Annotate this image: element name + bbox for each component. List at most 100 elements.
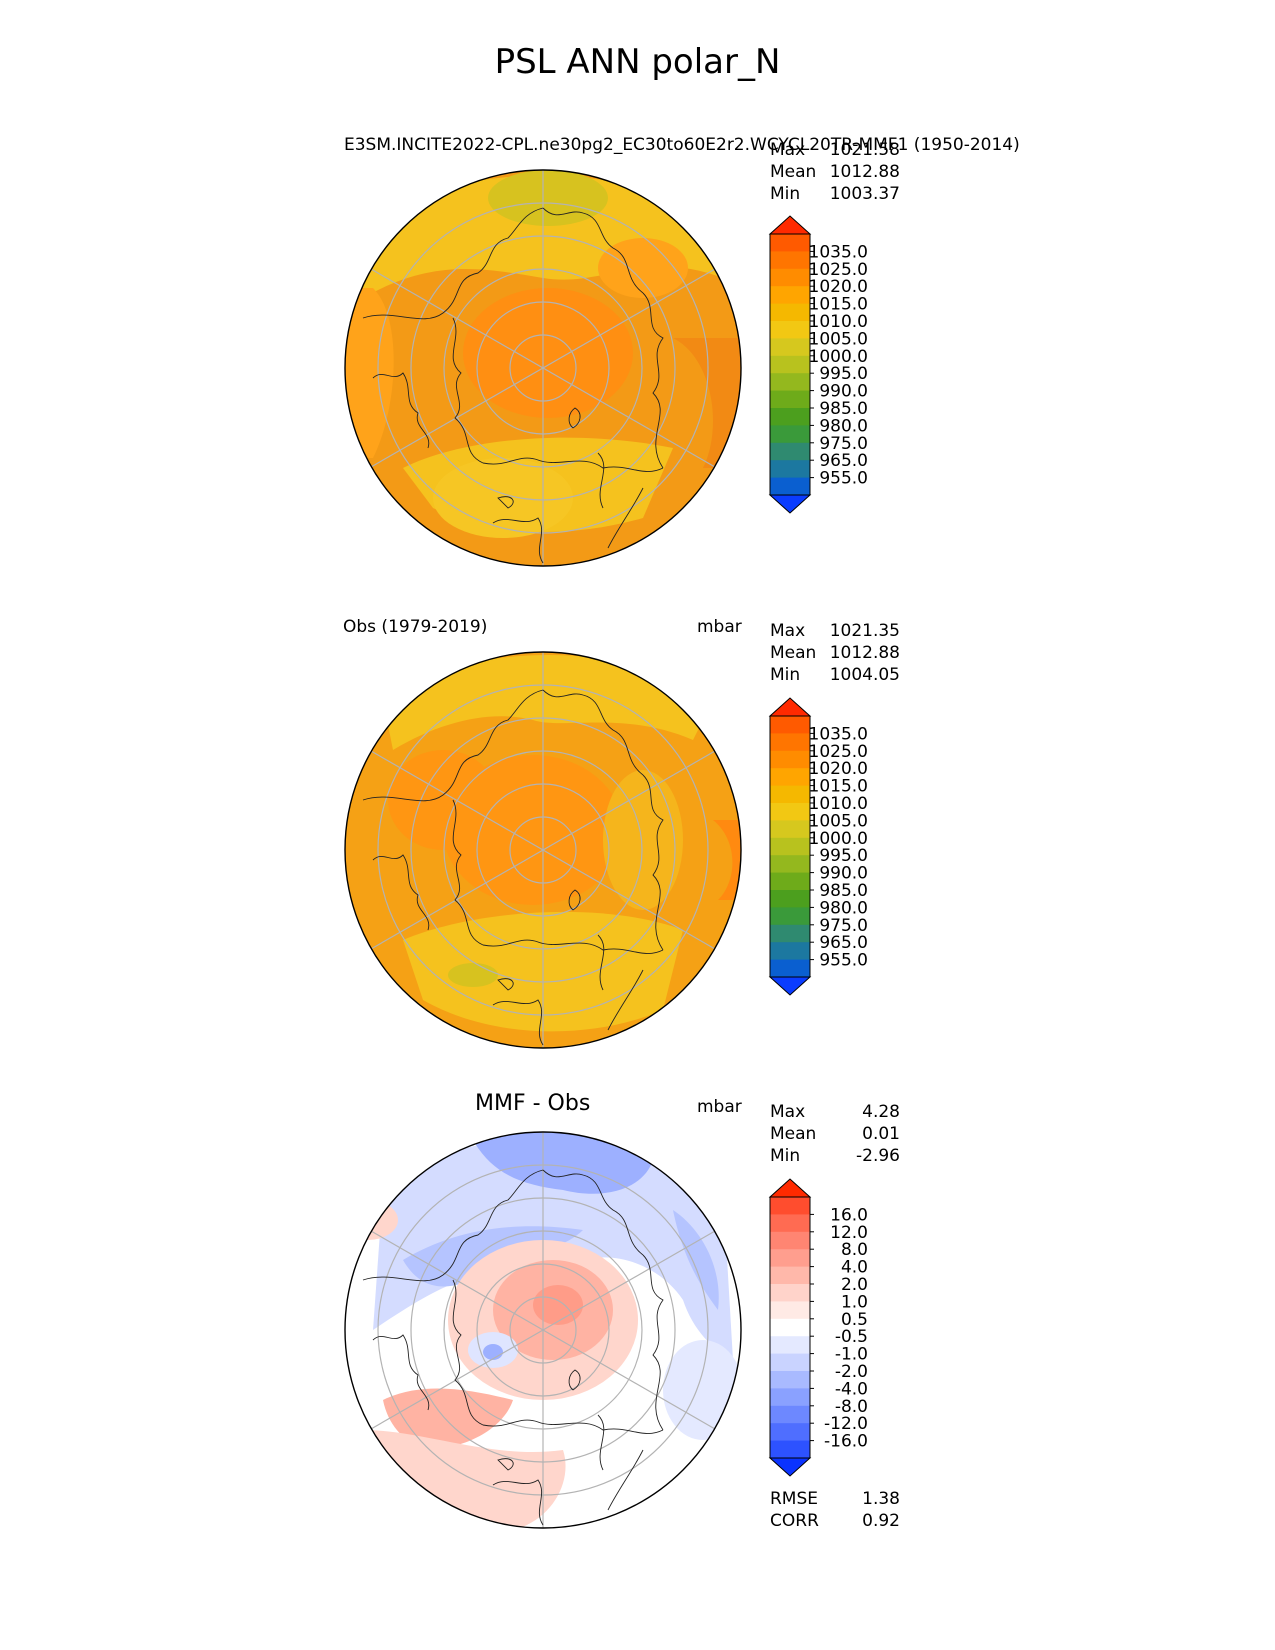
colorbar-segment <box>770 1371 810 1389</box>
stat-label: Min <box>770 184 801 204</box>
colorbar-segment <box>770 338 810 357</box>
colorbar-segment <box>770 303 810 322</box>
colorbar-segment <box>770 924 810 943</box>
colorbar-tick-label: -16.0 <box>824 1432 868 1452</box>
colorbar-segment <box>770 321 810 339</box>
colorbar-segment <box>770 1284 810 1302</box>
colorbar-model: 1035.01025.01020.01015.01010.01005.01000… <box>768 215 868 514</box>
colorbar-segment <box>770 820 810 839</box>
stat-label: Max <box>770 1102 806 1122</box>
colorbar-diff: 16.012.08.04.02.01.00.5-0.5-1.0-2.0-4.0-… <box>768 1178 868 1477</box>
colorbar-tick-label: 980.0 <box>819 898 868 918</box>
colorbar-tick-label: 2.0 <box>841 1275 868 1295</box>
colorbar-tick-label: 975.0 <box>819 916 868 936</box>
colorbar-segment <box>770 390 810 409</box>
colorbar-extend-top <box>768 697 812 717</box>
colorbar-segment <box>770 234 810 252</box>
colorbar-segment <box>770 425 810 444</box>
colorbar-segment <box>770 460 810 479</box>
stat-value: -2.96 <box>856 1146 900 1166</box>
colorbar-tick-label: 1.0 <box>841 1292 868 1312</box>
colorbar-tick-label: 1000.0 <box>809 347 868 367</box>
panel-title-right: mbar <box>697 1097 742 1117</box>
panel-title-right: E3SM.INCITE2022-CPL.ne30pg2_EC30to60E2r2… <box>344 135 1020 155</box>
colorbar-extend-top <box>768 1178 812 1198</box>
colorbar-segment <box>770 1214 810 1233</box>
panel-title-center: MMF - Obs <box>475 1091 591 1116</box>
colorbar-segment <box>770 942 810 961</box>
colorbar-segment <box>770 785 810 804</box>
colorbar-tick-label: 1015.0 <box>809 777 868 797</box>
colorbar-segment <box>770 837 810 856</box>
colorbar-segment <box>770 1440 810 1459</box>
colorbar-tick-label: 995.0 <box>819 364 868 384</box>
colorbar-frame <box>769 233 811 496</box>
stat-value: 4.28 <box>862 1102 900 1122</box>
colorbar-tick-label: 990.0 <box>819 864 868 884</box>
colorbar-tick-label: 990.0 <box>819 382 868 402</box>
colorbar-tick-label: 955.0 <box>819 951 868 971</box>
colorbar-segment <box>770 907 810 926</box>
stat-value: 0.01 <box>862 1124 900 1144</box>
stat-label: Mean <box>770 162 817 182</box>
colorbar-segment <box>770 803 810 821</box>
colorbar-tick-label: 1010.0 <box>809 312 868 332</box>
stat-label: Max <box>770 140 806 160</box>
colorbar-segment <box>770 1249 810 1268</box>
stat-value: 1012.88 <box>829 643 900 663</box>
colorbar-segment <box>770 1405 810 1424</box>
colorbar-segment <box>770 477 810 496</box>
stat-value: 0.92 <box>862 1511 900 1531</box>
stat-value: 1004.05 <box>829 665 900 685</box>
colorbar-segment <box>770 716 810 734</box>
colorbar-tick-label: 955.0 <box>819 469 868 489</box>
colorbar-segment <box>770 1388 810 1407</box>
colorbar-segment <box>770 355 810 374</box>
colorbar-segment <box>770 768 810 787</box>
colorbar-extend-top <box>768 215 812 235</box>
colorbar-tick-label: 1020.0 <box>809 759 868 779</box>
stat-label: Max <box>770 621 806 641</box>
colorbar-tick-label: 1025.0 <box>809 260 868 280</box>
colorbar-extend-bottom <box>768 976 812 996</box>
colorbar-extend-bottom <box>768 494 812 514</box>
figure-title: PSL ANN polar_N <box>494 42 781 82</box>
colorbar-tick-label: 1025.0 <box>809 742 868 762</box>
colorbar-tick-label: 985.0 <box>819 881 868 901</box>
colorbar-frame <box>769 715 811 978</box>
colorbar-tick-label: 16.0 <box>830 1205 868 1225</box>
stat-label: CORR <box>770 1511 819 1531</box>
colorbar-tick-label: 1010.0 <box>809 794 868 814</box>
colorbar-tick-label: 1035.0 <box>809 242 868 262</box>
colorbar-tick-label: 1020.0 <box>809 277 868 297</box>
colorbar-segment <box>770 1197 810 1215</box>
colorbar-segment <box>770 373 810 392</box>
stat-label: Mean <box>770 643 817 663</box>
colorbar-segment <box>770 1353 810 1372</box>
colorbar-tick-label: 965.0 <box>819 451 868 471</box>
stat-value: 1003.37 <box>829 184 900 204</box>
colorbar-tick-label: -8.0 <box>835 1397 868 1417</box>
panel-title-right: mbar <box>697 617 742 637</box>
polar-map-model <box>344 169 742 567</box>
colorbar-tick-label: 4.0 <box>841 1258 868 1278</box>
colorbar-segment <box>770 442 810 461</box>
colorbar-segment <box>770 733 810 752</box>
stat-value: 1012.88 <box>829 162 900 182</box>
colorbar-segment <box>770 1318 810 1337</box>
stat-value: 1.38 <box>862 1489 900 1509</box>
colorbar-segment <box>770 890 810 908</box>
colorbar-tick-label: -12.0 <box>824 1414 868 1434</box>
colorbar-tick-label: -0.5 <box>835 1327 868 1347</box>
colorbar-segment <box>770 1301 810 1320</box>
colorbar-tick-label: 1035.0 <box>809 724 868 744</box>
colorbar-extend-bottom <box>768 1457 812 1477</box>
colorbar-tick-label: -2.0 <box>835 1362 868 1382</box>
colorbar-tick-label: 8.0 <box>841 1240 868 1260</box>
colorbar-tick-label: 12.0 <box>830 1223 868 1243</box>
panel-title-left: Obs (1979-2019) <box>343 617 488 637</box>
colorbar-segment <box>770 1266 810 1285</box>
stat-value: 1021.35 <box>829 621 900 641</box>
colorbar-tick-label: -1.0 <box>835 1345 868 1365</box>
colorbar-obs: 1035.01025.01020.01015.01010.01005.01000… <box>768 697 868 996</box>
